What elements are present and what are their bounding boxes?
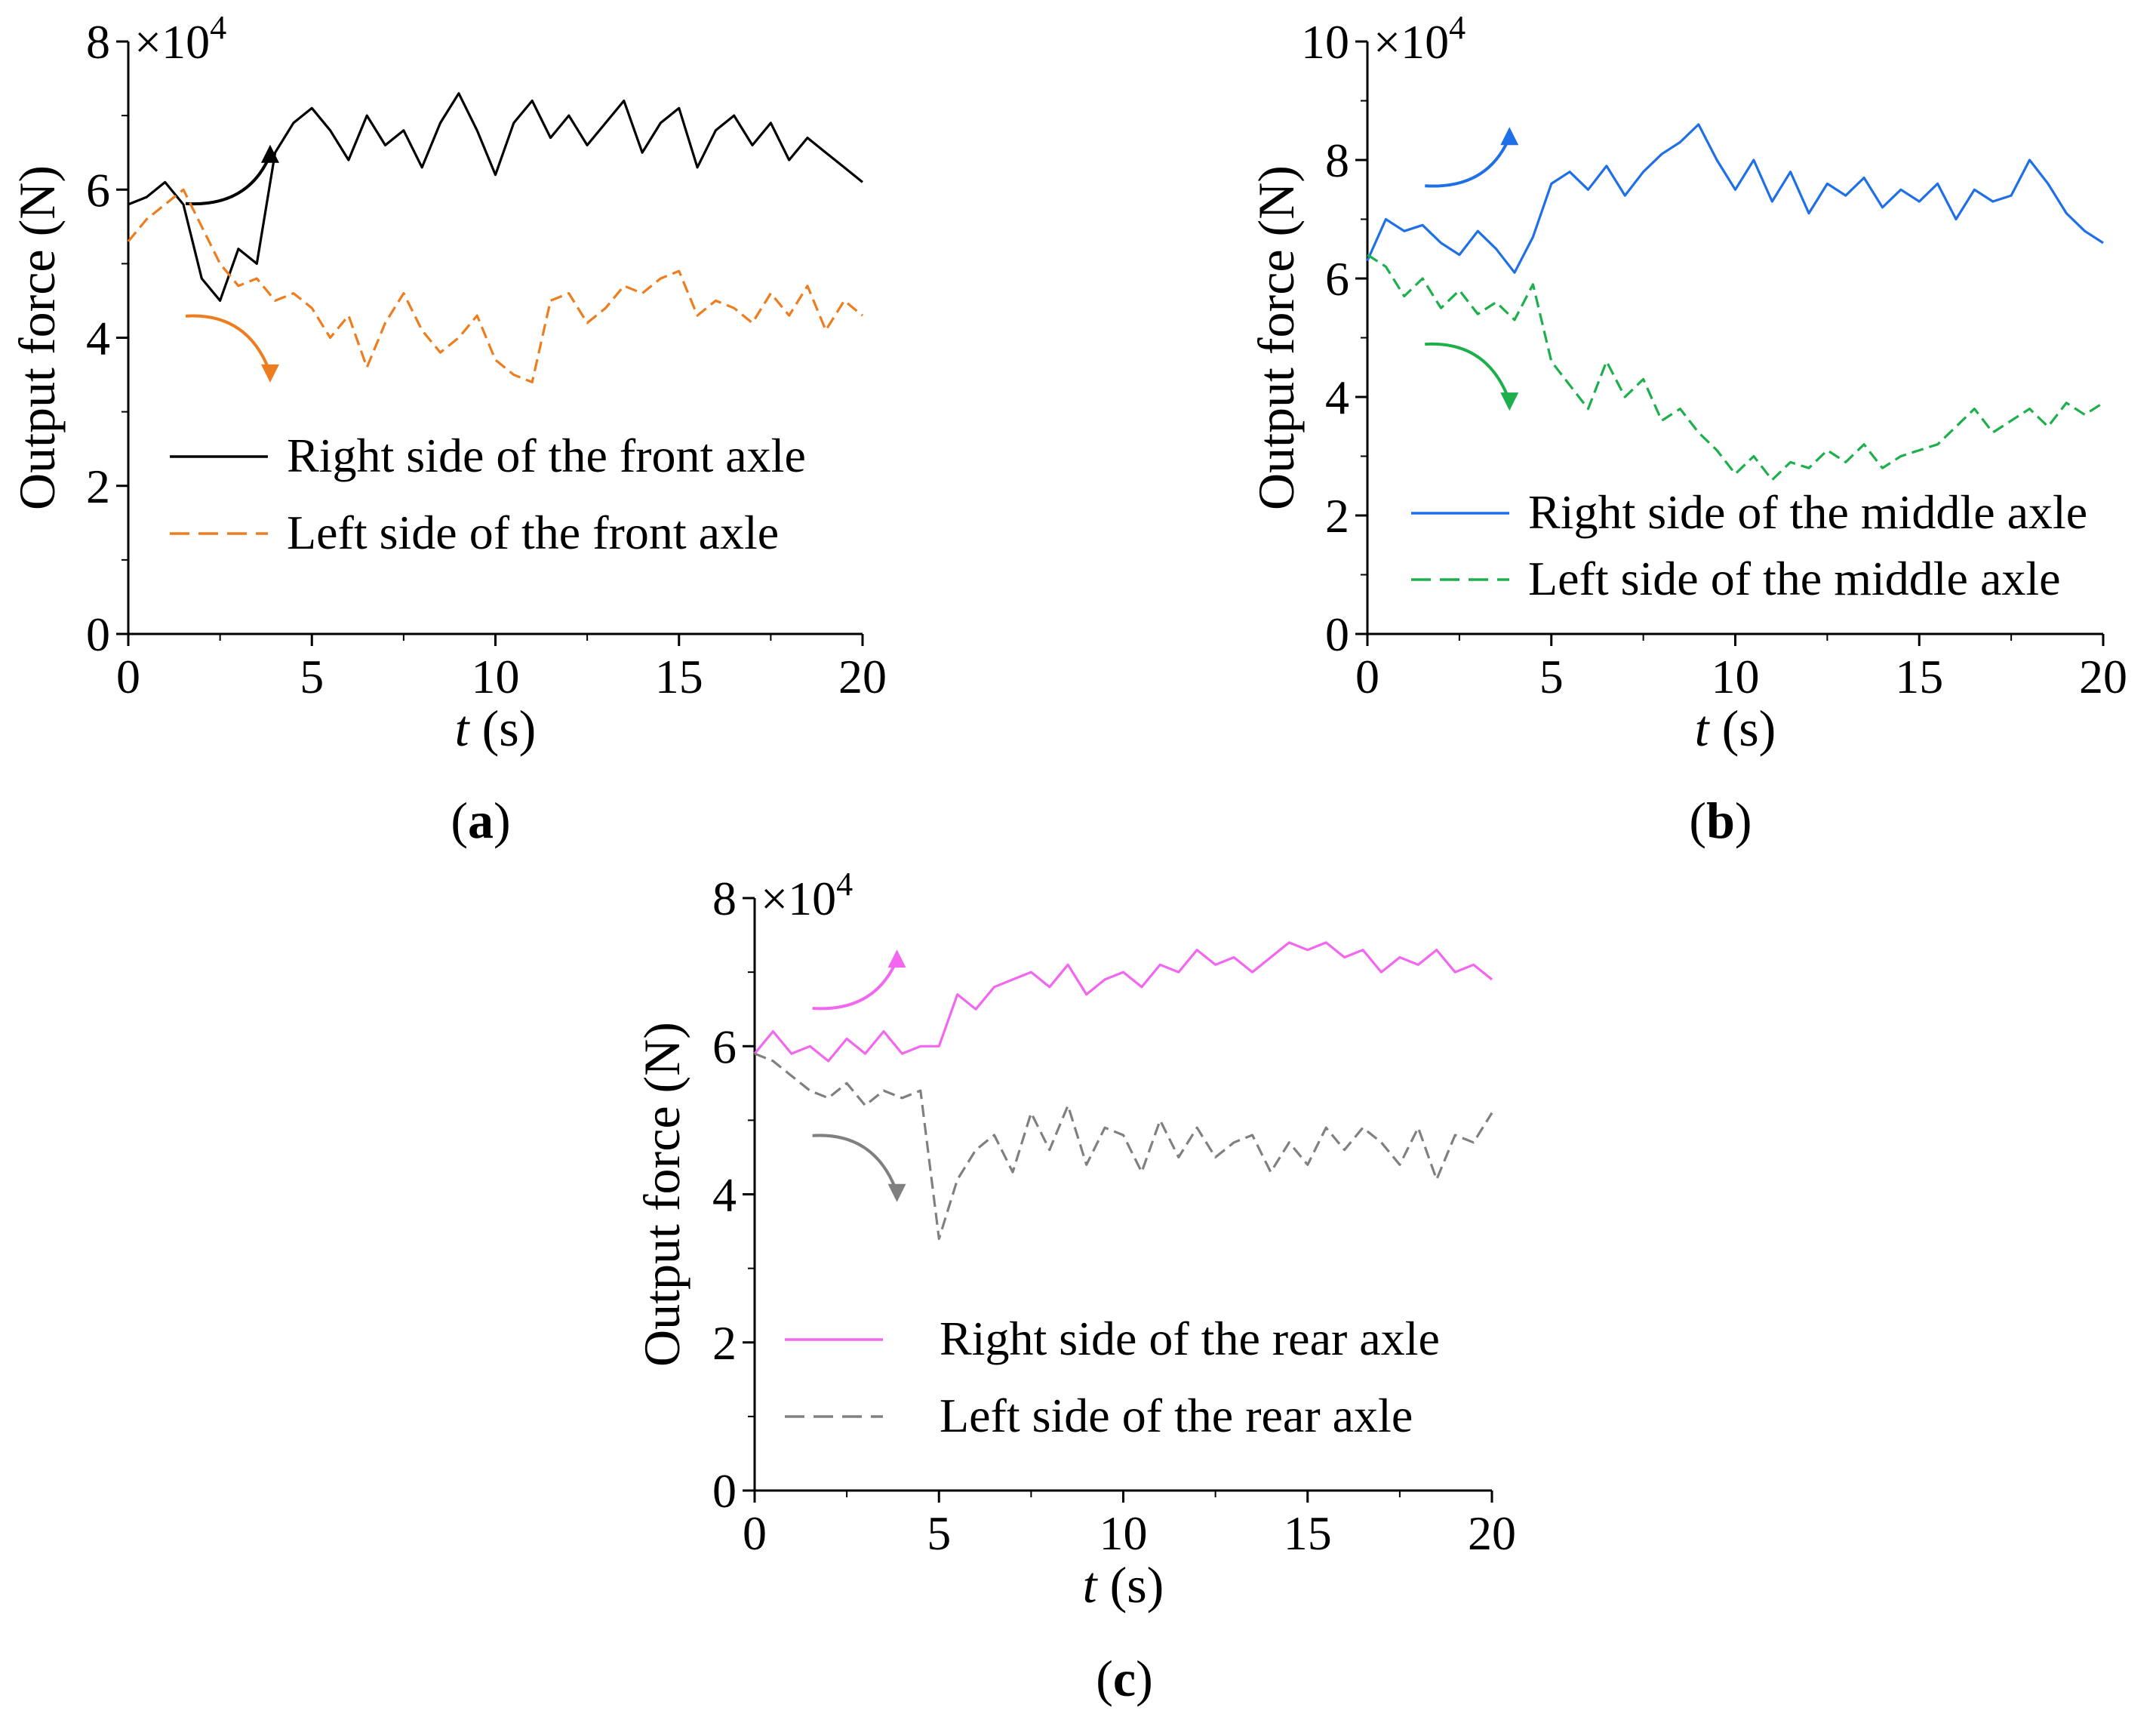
y-tick-label: 4 — [1325, 371, 1349, 424]
x-tick-label: 10 — [1712, 650, 1760, 703]
legend-label-left: Left side of the middle axle — [1528, 552, 2061, 605]
y-tick-label: 4 — [86, 312, 110, 365]
series-line-left — [754, 1052, 1493, 1241]
trend-arrow-up — [812, 962, 897, 1011]
y-axis-title: Output force (N) — [1247, 165, 1305, 510]
x-axis-title: t (s) — [455, 700, 537, 757]
legend-label-right: Right side of the middle axle — [1528, 485, 2087, 539]
trend-arrow-up — [1425, 140, 1510, 188]
legend-label-left: Left side of the rear axle — [940, 1389, 1413, 1442]
series-line-left — [127, 188, 864, 383]
trend-arrow-down — [185, 314, 270, 370]
y-tick-label: 2 — [86, 460, 110, 513]
series-line-right — [753, 941, 1493, 1063]
x-axis-title: t (s) — [1083, 1556, 1164, 1614]
x-tick-label: 15 — [1284, 1506, 1332, 1560]
x-axis-variable: t — [1695, 700, 1722, 757]
y-multiplier-label: ×104 — [1373, 9, 1466, 69]
series-line-left — [1367, 254, 2104, 481]
x-axis-title: t (s) — [1695, 700, 1776, 757]
panel-letter: a — [468, 792, 494, 849]
y-tick-label: 6 — [1325, 252, 1349, 306]
y-multiplier-exponent: 4 — [210, 9, 226, 46]
panel-paren: ) — [1735, 792, 1752, 849]
y-multiplier-base: ×10 — [761, 872, 836, 925]
y-multiplier-exponent: 4 — [836, 866, 853, 903]
panel-letter: c — [1113, 1650, 1136, 1707]
trend-arrow-down — [812, 1134, 897, 1189]
y-tick-label: 0 — [1325, 608, 1349, 661]
series-line-right — [128, 92, 864, 302]
y-tick-label: 6 — [86, 163, 110, 217]
x-axis-variable: t — [455, 700, 482, 757]
legend-label-left: Left side of the front axle — [287, 506, 779, 559]
panel-paren: ) — [494, 792, 511, 849]
y-tick-label: 2 — [712, 1316, 737, 1370]
trend-arrow-down — [1425, 342, 1510, 398]
x-axis-unit: (s) — [1110, 1556, 1164, 1614]
trend-arrow-up — [185, 157, 270, 206]
trend-arrowhead-down — [260, 364, 279, 383]
panel-letter: b — [1706, 792, 1735, 849]
x-axis-variable: t — [1083, 1556, 1110, 1614]
y-tick-label: 4 — [712, 1168, 737, 1222]
x-tick-label: 20 — [1468, 1506, 1516, 1560]
y-axis-title: Output force (N) — [8, 165, 66, 510]
trend-arrowhead-up — [887, 949, 906, 968]
x-tick-label: 0 — [743, 1506, 767, 1560]
panel-label: (a) — [451, 792, 510, 849]
panel-label: (b) — [1689, 792, 1752, 849]
series-line-right — [1366, 123, 2104, 274]
panel-paren: ( — [1096, 1650, 1113, 1707]
panel-paren: ) — [1136, 1650, 1153, 1707]
legend-label-right: Right side of the rear axle — [940, 1312, 1440, 1365]
x-tick-label: 0 — [116, 650, 140, 703]
y-tick-label: 8 — [1325, 134, 1349, 187]
x-tick-label: 5 — [927, 1506, 951, 1560]
x-tick-label: 15 — [655, 650, 703, 703]
panel-paren: ( — [1689, 792, 1706, 849]
y-tick-label: 10 — [1301, 15, 1349, 69]
legend-label-right: Right side of the front axle — [287, 429, 806, 482]
y-multiplier-base: ×10 — [134, 15, 210, 69]
panel-label: (c) — [1096, 1650, 1153, 1707]
y-multiplier-label: ×104 — [761, 866, 853, 925]
y-tick-label: 8 — [86, 15, 110, 69]
x-axis-unit: (s) — [1722, 700, 1776, 757]
x-tick-label: 20 — [2079, 650, 2127, 703]
x-tick-label: 20 — [838, 650, 887, 703]
trend-arrowhead-up — [1500, 127, 1519, 146]
trend-arrowhead-up — [260, 144, 279, 163]
x-tick-label: 0 — [1355, 650, 1379, 703]
x-tick-label: 5 — [1539, 650, 1564, 703]
y-multiplier-label: ×104 — [134, 9, 226, 69]
y-tick-label: 6 — [712, 1020, 737, 1073]
panel-paren: ( — [451, 792, 468, 849]
x-tick-label: 15 — [1895, 650, 1943, 703]
y-multiplier-base: ×10 — [1373, 15, 1449, 69]
x-axis-unit: (s) — [482, 700, 537, 757]
y-tick-label: 0 — [712, 1464, 737, 1518]
trend-arrowhead-down — [1500, 392, 1519, 411]
y-multiplier-exponent: 4 — [1449, 9, 1466, 46]
y-axis-title: Output force (N) — [633, 1022, 690, 1367]
trend-arrowhead-down — [887, 1183, 906, 1202]
x-tick-label: 5 — [300, 650, 324, 703]
y-tick-label: 8 — [712, 872, 737, 925]
y-tick-label: 0 — [86, 608, 110, 661]
y-tick-label: 2 — [1325, 489, 1349, 543]
x-tick-label: 10 — [472, 650, 520, 703]
x-tick-label: 10 — [1100, 1506, 1148, 1560]
